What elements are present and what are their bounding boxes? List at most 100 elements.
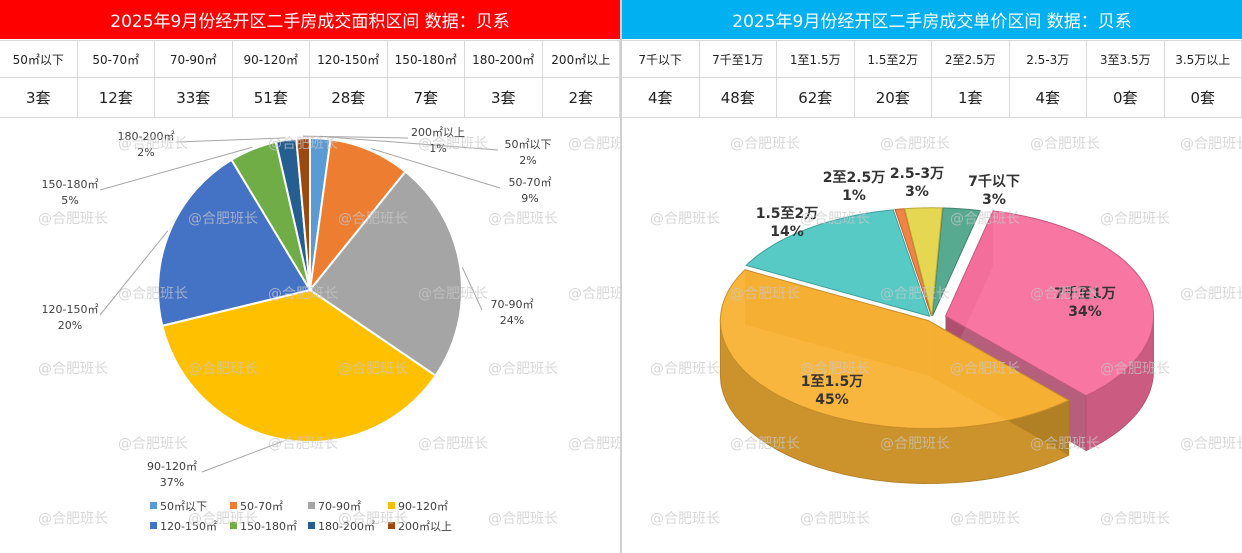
price-range-header-row: 7千以下 7千至1万 1至1.5万 1.5至2万 2至2.5万 2.5-3万 3至3.5万 3… xyxy=(622,41,1242,78)
slice-category-label: 2.5-3万 xyxy=(890,166,944,182)
legend-swatch xyxy=(150,522,157,529)
watermark-text: @合肥班长 xyxy=(488,361,558,377)
watermark-text: @合肥班长 xyxy=(418,436,488,452)
slice-percent-label: 14% xyxy=(770,224,804,240)
left-ranges-cell: 50㎡以下 xyxy=(0,41,78,78)
price-pie-chart-3d: 7千以下 3% 7千至1万 34% 1至1.5万 45% 1.5至2万 14% 2至2.5万 1%… xyxy=(650,136,1242,527)
panel-divider xyxy=(620,0,622,553)
leader-line xyxy=(320,135,499,151)
watermark-text: @合肥班长 xyxy=(568,286,620,302)
slice-percent-label: 24% xyxy=(500,314,524,327)
area-range-count-row: 3套 12套 33套 51套 28套 7套 3套 2套 xyxy=(0,78,620,118)
area-pie-chart: 50㎡以下 2% 50-70㎡ 9% 70-90㎡ 24% 90-120㎡ 37% 120-15… xyxy=(38,126,620,533)
legend-label: 180-200㎡ xyxy=(318,520,375,533)
watermark-text: @合肥班长 xyxy=(188,361,258,377)
slice-percent-label: 20% xyxy=(58,319,82,332)
pie-slice xyxy=(161,288,437,443)
right-counts-cell: 4套 xyxy=(1009,78,1087,118)
watermark-text: @合肥班长 xyxy=(1180,286,1242,302)
slice-percent-label: 1% xyxy=(429,142,446,155)
watermark-text: @合肥班长 xyxy=(268,136,338,152)
leader-line xyxy=(99,230,169,316)
pie-slice xyxy=(308,170,463,378)
watermark-text: @合肥班长 xyxy=(1030,136,1100,152)
left-counts-cell: 12套 xyxy=(77,78,155,118)
watermark-text: @合肥班长 xyxy=(188,511,258,527)
watermark-text: @合肥班长 xyxy=(1180,436,1242,452)
watermark-text: @合肥班长 xyxy=(338,211,408,227)
watermark-text: @合肥班长 xyxy=(118,136,188,152)
pie-slices xyxy=(157,136,463,443)
slice-category-label: 7千以下 xyxy=(968,173,1020,190)
left-ranges-cell: 180-200㎡ xyxy=(465,41,543,78)
right-ranges-cell: 3至3.5万 xyxy=(1087,41,1165,78)
right-ranges-cell: 2至2.5万 xyxy=(932,41,1010,78)
watermark-text: @合肥班长 xyxy=(268,286,338,302)
watermark-text: @合肥班长 xyxy=(188,211,258,227)
slice-percent-label: 45% xyxy=(815,392,849,408)
slice-category-label: 180-200㎡ xyxy=(118,130,175,143)
watermark-text: @合肥班长 xyxy=(730,436,800,452)
left-counts-cell: 2套 xyxy=(542,78,620,118)
slice-percent-label: 2% xyxy=(519,154,536,167)
watermark-text: @合肥班长 xyxy=(418,286,488,302)
watermark-text: @合肥班长 xyxy=(338,511,408,527)
watermark-group: @合肥班长 @合肥班长 @合肥班长 @合肥班长 @合肥班长 @合肥班长 @合肥班长 @合肥班长… xyxy=(650,136,1242,527)
left-ranges-cell: 50-70㎡ xyxy=(77,41,155,78)
watermark-text: @合肥班长 xyxy=(38,211,108,227)
pie-slice-top xyxy=(719,269,1070,430)
left-ranges-cell: 70-90㎡ xyxy=(155,41,233,78)
legend-label: 200㎡以上 xyxy=(398,520,452,533)
watermark-text: @合肥班长 xyxy=(1030,286,1100,302)
legend-swatch xyxy=(308,522,315,529)
slice-category-label: 1至1.5万 xyxy=(801,374,864,390)
left-ranges-cell: 90-120㎡ xyxy=(232,41,310,78)
legend-label: 120-150㎡ xyxy=(160,520,217,533)
right-counts-cell: 48套 xyxy=(699,78,777,118)
right-counts-cell: 20套 xyxy=(854,78,932,118)
watermark-text: @合肥班长 xyxy=(1030,436,1100,452)
price-range-table: 7千以下 7千至1万 1至1.5万 1.5至2万 2至2.5万 2.5-3万 3至3.5万 3… xyxy=(622,40,1242,118)
area-range-header-row: 50㎡以下 50-70㎡ 70-90㎡ 90-120㎡ 120-150㎡ 150-180㎡… xyxy=(0,41,620,78)
leader-line xyxy=(370,148,501,189)
watermark-text: @合肥班长 xyxy=(118,436,188,452)
watermark-text: @合肥班长 xyxy=(568,136,620,152)
pie-slices-3d xyxy=(719,207,1155,484)
leader-line xyxy=(303,135,409,139)
watermark-text: @合肥班长 xyxy=(568,436,620,452)
slice-percent-label: 9% xyxy=(521,192,538,205)
leader-line xyxy=(175,137,286,143)
pie-slice-top xyxy=(904,207,943,316)
watermark-text: @合肥班长 xyxy=(488,211,558,227)
watermark-text: @合肥班长 xyxy=(800,511,870,527)
legend-swatch xyxy=(388,522,395,529)
right-ranges-cell: 2.5-3万 xyxy=(1009,41,1087,78)
left-counts-cell: 51套 xyxy=(232,78,310,118)
right-counts-cell: 4套 xyxy=(622,78,700,118)
left-counts-cell: 3套 xyxy=(0,78,78,118)
watermark-text: @合肥班长 xyxy=(800,361,870,377)
watermark-text: @合肥班长 xyxy=(800,211,870,227)
watermark-text: @合肥班长 xyxy=(1100,361,1170,377)
pie-labels-3d: 7千以下 3% 7千至1万 34% 1至1.5万 45% 1.5至2万 14% 2至2.5万 1%… xyxy=(756,166,1116,408)
right-counts-cell: 0套 xyxy=(1164,78,1242,118)
right-ranges-cell: 7千以下 xyxy=(622,41,700,78)
watermark-text: @合肥班长 xyxy=(730,286,800,302)
left-counts-cell: 3套 xyxy=(465,78,543,118)
price-range-count-row: 4套 48套 62套 20套 1套 4套 0套 0套 xyxy=(622,78,1242,118)
slice-percent-label: 34% xyxy=(1068,304,1102,320)
slice-category-label: 150-180㎡ xyxy=(42,178,99,191)
slice-percent-label: 3% xyxy=(982,192,1006,208)
slice-category-label: 1.5至2万 xyxy=(756,206,819,222)
left-ranges-cell: 120-150㎡ xyxy=(310,41,388,78)
watermark-text: @合肥班长 xyxy=(650,361,720,377)
watermark-text: @合肥班长 xyxy=(880,436,950,452)
left-ranges-cell: 150-180㎡ xyxy=(387,41,465,78)
leader-line xyxy=(201,441,283,473)
legend-label: 70-90㎡ xyxy=(318,500,361,513)
legend-label: 90-120㎡ xyxy=(398,500,448,513)
watermark-text: @合肥班长 xyxy=(880,136,950,152)
right-ranges-cell: 1至1.5万 xyxy=(777,41,855,78)
watermark-text: @合肥班长 xyxy=(488,511,558,527)
legend-label: 50-70㎡ xyxy=(240,500,283,513)
